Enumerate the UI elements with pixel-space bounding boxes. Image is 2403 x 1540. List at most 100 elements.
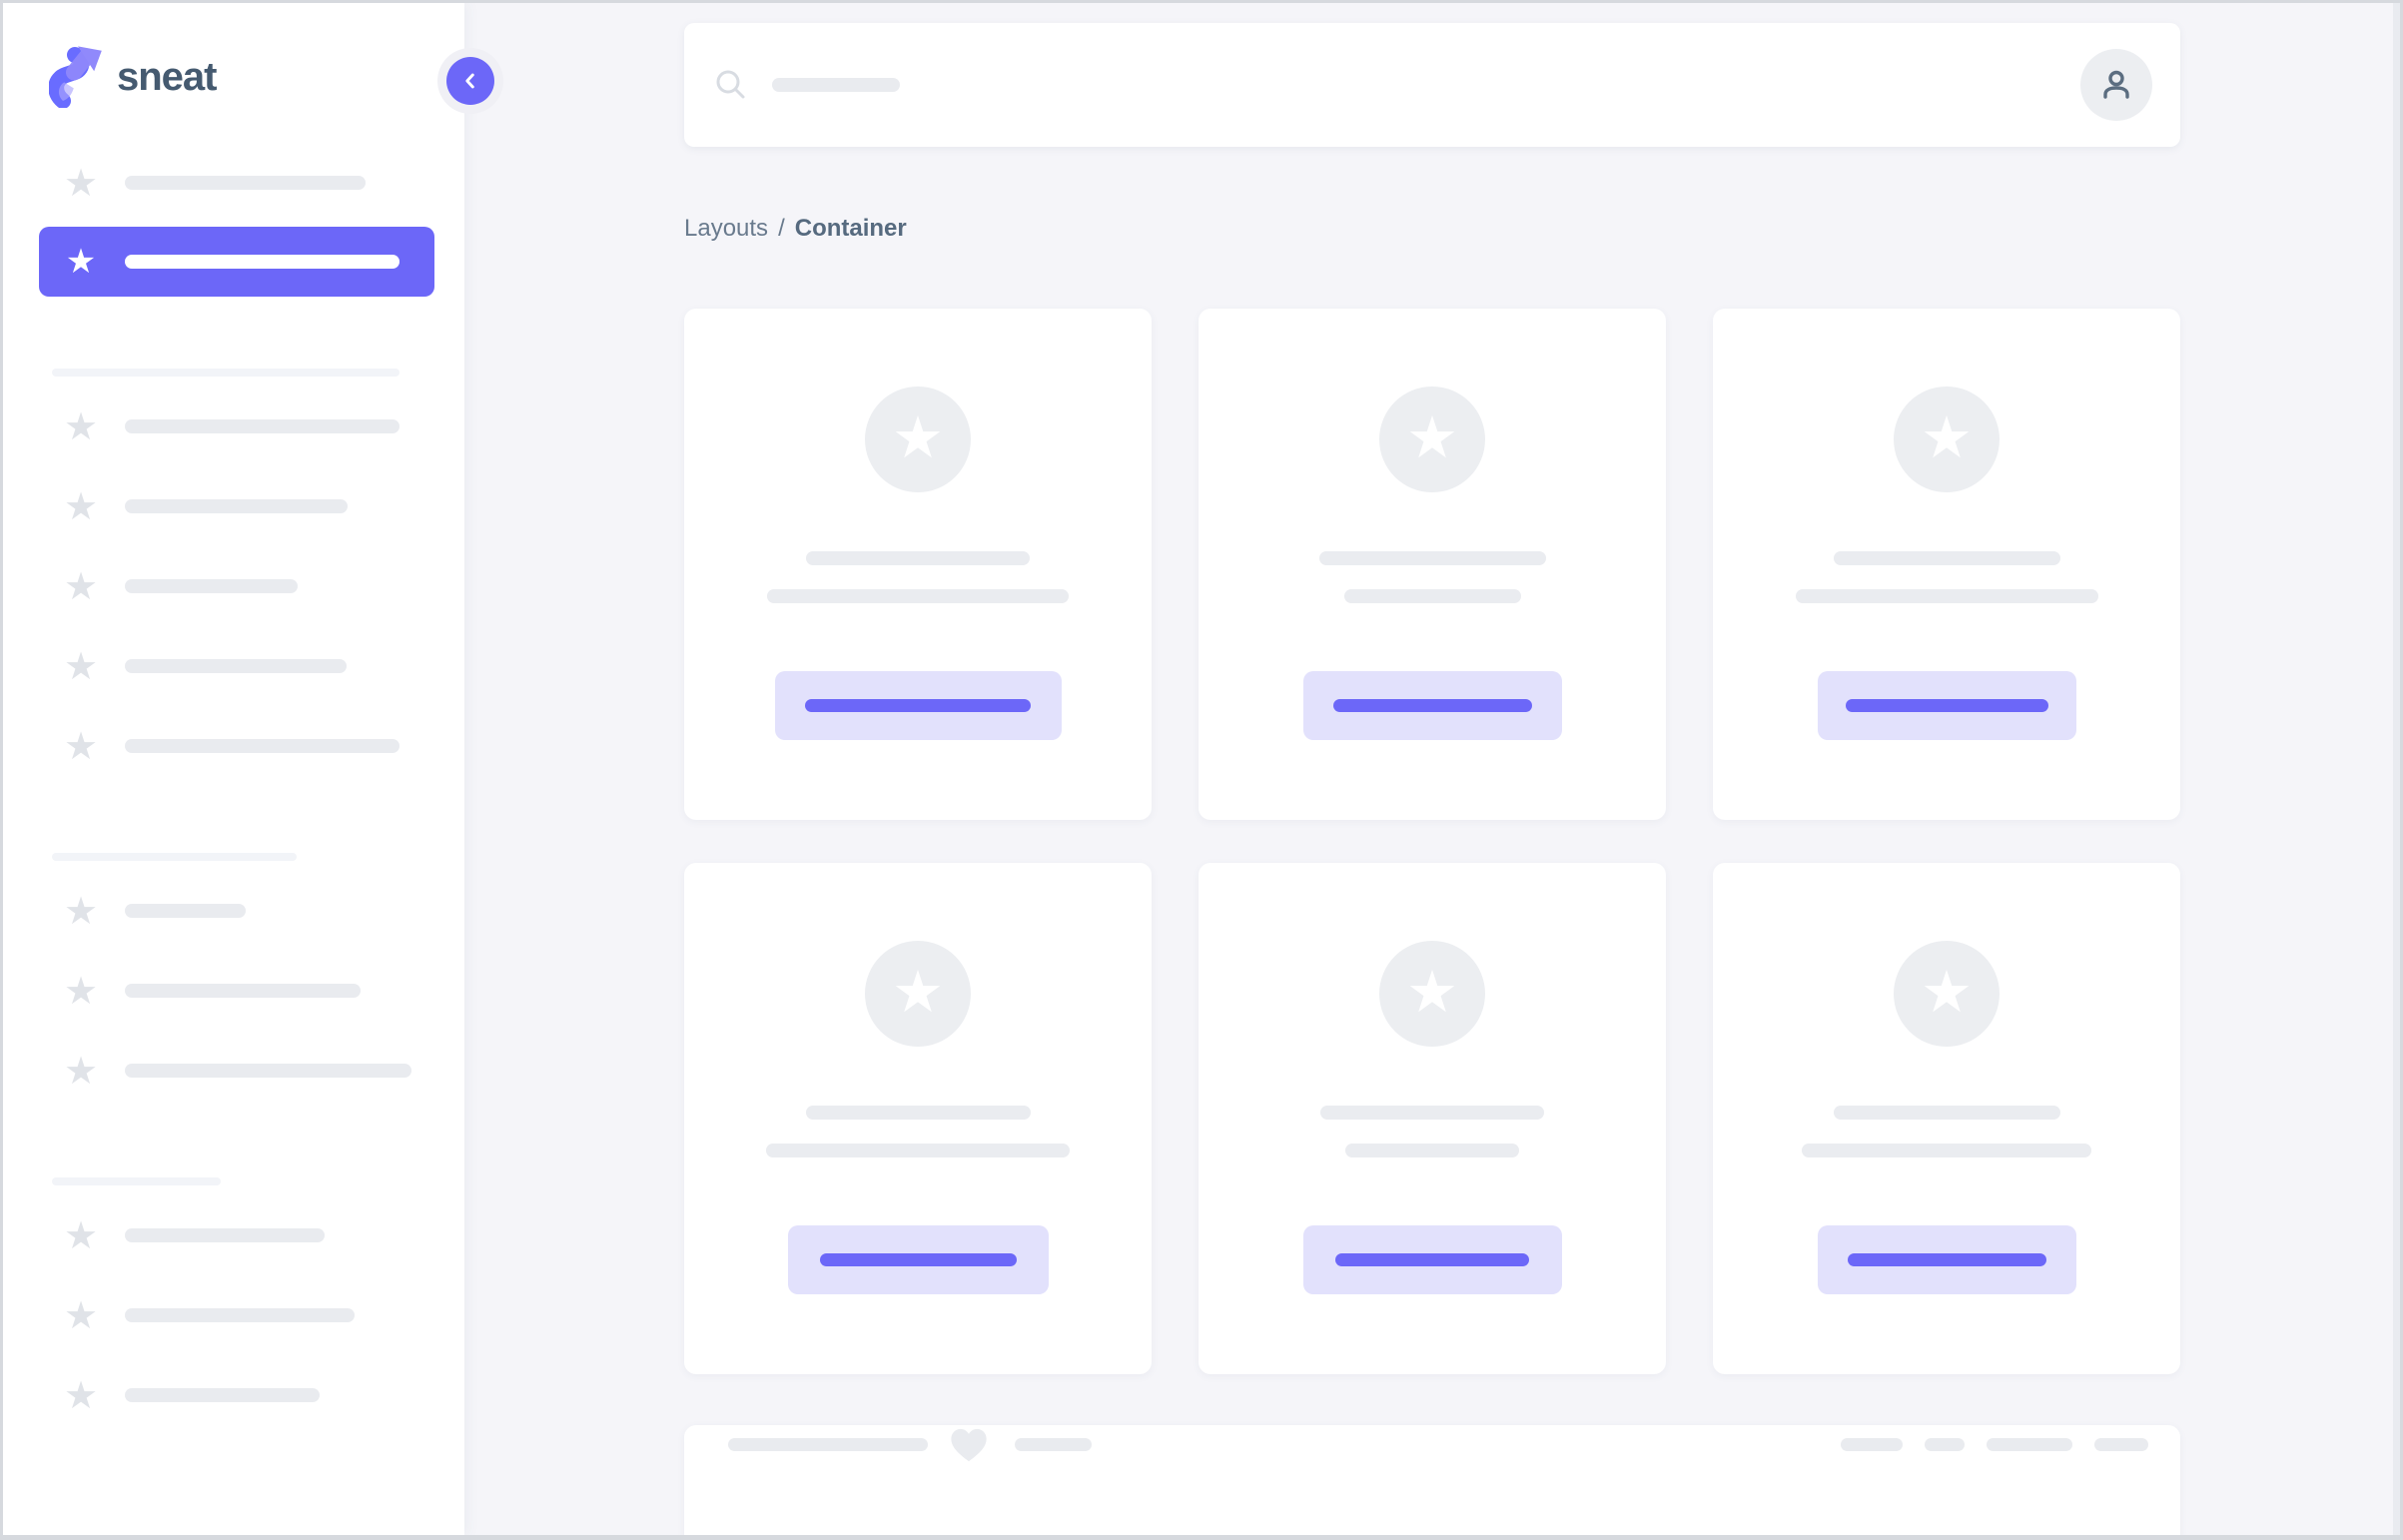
star-icon: ★ (63, 1293, 99, 1337)
card-action-button[interactable] (1817, 1225, 2076, 1294)
footer-caption-skeleton (1015, 1437, 1092, 1451)
breadcrumb-separator: / (778, 215, 785, 242)
card-line-skeleton (767, 589, 1069, 603)
button-label-skeleton (1332, 699, 1532, 712)
card-action-button[interactable] (1302, 671, 1562, 740)
sidebar-menu-item[interactable]: ★ (3, 158, 464, 208)
card-line-skeleton (1795, 589, 2098, 603)
star-icon: ★ (63, 564, 99, 608)
heart-icon (951, 1428, 987, 1462)
star-icon: ★ (63, 724, 99, 768)
sidebar-menu-item[interactable]: ★ (3, 561, 464, 611)
search-icon (716, 70, 745, 99)
star-icon: ★ (63, 1373, 99, 1417)
card-action-button[interactable] (1302, 1225, 1562, 1294)
sidebar-menu-item-active[interactable]: ★ (39, 227, 434, 297)
sidebar-menu-item[interactable]: ★ (3, 1210, 464, 1260)
brand-logo[interactable]: sneat (49, 42, 464, 112)
star-icon: ★ (63, 1049, 99, 1093)
search-placeholder-skeleton (772, 78, 900, 92)
menu-item-skeleton-bar (125, 1388, 320, 1402)
card-action-button[interactable] (787, 1225, 1049, 1294)
sidebar-menu: ★ ★ ★ ★ ★ ★ ★ ★ ★ ★ ★ ★ ★ (3, 158, 464, 1450)
card-avatar-circle: ★ (865, 386, 971, 492)
menu-item-skeleton-bar (125, 1308, 355, 1322)
pagination-chip[interactable] (1987, 1437, 2072, 1451)
star-icon: ★ (892, 402, 944, 471)
logo-text: sneat (117, 54, 217, 99)
pagination-chip[interactable] (2094, 1437, 2148, 1451)
button-label-skeleton (1847, 1253, 2046, 1266)
breadcrumb: Layouts / Container (684, 211, 2180, 247)
sidebar-menu-item[interactable]: ★ (3, 721, 464, 771)
card-action-button[interactable] (774, 671, 1062, 740)
sidebar-menu-item[interactable]: ★ (3, 886, 464, 936)
star-icon: ★ (1921, 957, 1973, 1026)
breadcrumb-current-container: Container (794, 215, 907, 242)
card-action-button[interactable] (1817, 671, 2076, 740)
card-line-skeleton (1318, 551, 1546, 565)
card-avatar-circle: ★ (1379, 941, 1485, 1047)
sidebar-menu-item[interactable]: ★ (3, 966, 464, 1016)
star-icon: ★ (1406, 402, 1458, 471)
content-card: ★ (1713, 863, 2180, 1374)
sidebar-menu-item[interactable]: ★ (3, 641, 464, 691)
like-button[interactable] (948, 1425, 990, 1463)
menu-item-skeleton-bar (125, 1228, 325, 1242)
content-card: ★ (1713, 309, 2180, 820)
pagination-chip[interactable] (1925, 1437, 1965, 1451)
user-avatar-button[interactable] (2080, 49, 2152, 121)
pagination-chip[interactable] (1841, 1437, 1903, 1451)
menu-item-skeleton-bar (125, 1064, 411, 1078)
vertical-scrollbar-track[interactable] (2393, 3, 2400, 1535)
footer-row (728, 1425, 2148, 1463)
person-icon (2103, 70, 2129, 99)
card-line-skeleton (766, 1144, 1070, 1157)
sidebar-collapse-button[interactable] (446, 57, 494, 105)
breadcrumb-link-layouts[interactable]: Layouts (684, 215, 769, 242)
menu-item-skeleton-bar (125, 499, 348, 513)
menu-item-skeleton-bar (125, 579, 298, 593)
star-icon: ★ (1406, 957, 1458, 1026)
sidebar-menu-item[interactable]: ★ (3, 1370, 464, 1420)
content-card: ★ (684, 863, 1152, 1374)
pagination (1841, 1437, 2148, 1451)
star-icon: ★ (63, 1213, 99, 1257)
sidebar-menu-item[interactable]: ★ (3, 481, 464, 531)
card-line-skeleton (1320, 1106, 1544, 1120)
sidebar-menu-item[interactable]: ★ (3, 1290, 464, 1340)
card-line-skeleton (806, 551, 1030, 565)
star-icon: ★ (63, 161, 99, 205)
card-line-skeleton (1343, 589, 1521, 603)
star-icon: ★ (65, 242, 97, 282)
card-line-skeleton (1802, 1144, 2091, 1157)
menu-item-skeleton-bar (125, 984, 361, 998)
menu-item-skeleton-bar (125, 904, 246, 918)
star-icon: ★ (63, 404, 99, 448)
menu-item-skeleton-bar (125, 419, 400, 433)
card-line-skeleton (1833, 1106, 2060, 1120)
sidebar-menu-item[interactable]: ★ (3, 1046, 464, 1096)
search-input[interactable] (713, 23, 2080, 147)
sneat-logo-icon (49, 46, 102, 108)
menu-item-skeleton-bar (125, 739, 400, 753)
sidebar: sneat ★ ★ ★ ★ ★ ★ ★ ★ ★ ★ ★ ★ ★ (3, 3, 494, 1535)
card-line-skeleton (1833, 551, 2060, 565)
main-area: Layouts / Container ★ ★ ★ ★ ★ ★ (464, 3, 2400, 1535)
content-card: ★ (684, 309, 1152, 820)
button-label-skeleton (1335, 1253, 1529, 1266)
menu-item-skeleton-bar (125, 255, 400, 269)
star-icon: ★ (892, 957, 944, 1026)
sidebar-menu-item[interactable]: ★ (3, 401, 464, 451)
star-icon: ★ (63, 644, 99, 688)
star-icon: ★ (63, 484, 99, 528)
card-line-skeleton (805, 1106, 1031, 1120)
button-label-skeleton (1845, 699, 2048, 712)
card-avatar-circle: ★ (1379, 386, 1485, 492)
card-avatar-circle: ★ (865, 941, 971, 1047)
button-label-skeleton (819, 1253, 1017, 1266)
card-avatar-circle: ★ (1894, 386, 2000, 492)
chevron-left-icon (465, 73, 474, 89)
content-container: Layouts / Container ★ ★ ★ ★ ★ ★ (684, 23, 2180, 1535)
